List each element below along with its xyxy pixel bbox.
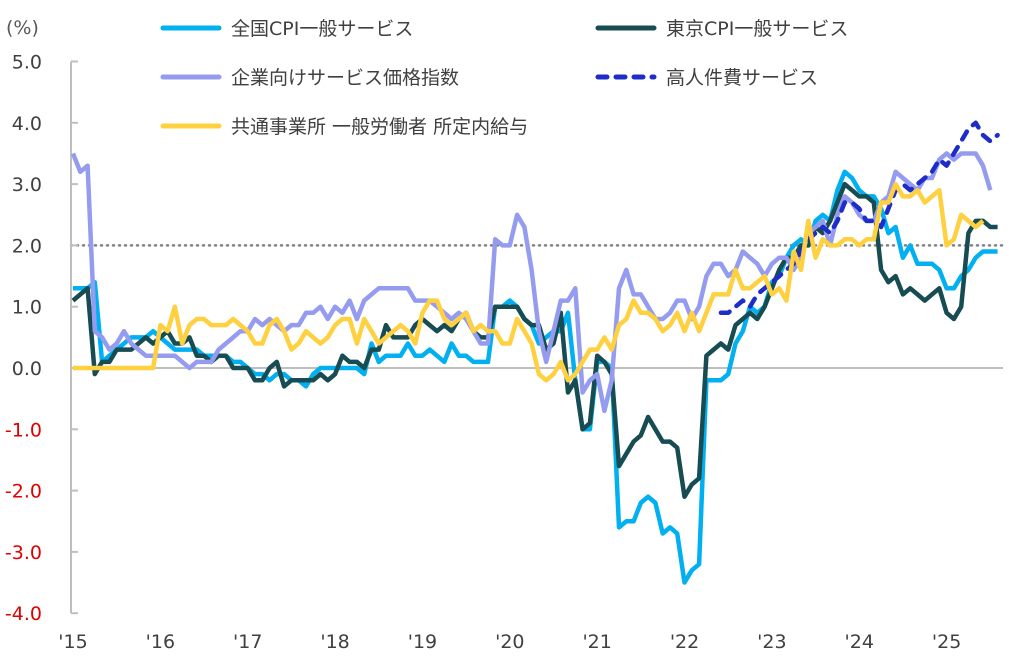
y-axis: 5.0 4.0 3.0 2.0 1.0 0.0 -1.0 -2.0 -3.0 -4.0 <box>5 52 78 625</box>
legend-item-3: 高人件費サービス <box>595 67 818 89</box>
legend-label: 東京CPI一般サービス <box>666 18 848 40</box>
y-tick-label: 2.0 <box>12 235 42 257</box>
y-tick-label: 3.0 <box>12 174 42 196</box>
legend-label: 全国CPI一般サービス <box>231 18 413 40</box>
x-tick-label: '25 <box>932 631 961 652</box>
x-tick-label: '19 <box>408 631 437 652</box>
x-tick-label: '16 <box>146 631 175 652</box>
x-tick-label: '23 <box>757 631 786 652</box>
legend-label: 共通事業所 一般労働者 所定内給与 <box>231 116 528 138</box>
legend-item-2: 企業向けサービス価格指数 <box>160 67 459 89</box>
series-line-4 <box>73 181 985 383</box>
y-tick-label: 0.0 <box>12 358 42 380</box>
y-tick-label: -3.0 <box>5 542 42 564</box>
x-axis: '15 '16 '17 '18 '19 '20 '21 '22 '23 '24 '25 <box>58 631 961 653</box>
legend-item-1: 東京CPI一般サービス <box>595 18 848 40</box>
legend-item-0: 全国CPI一般サービス <box>160 18 413 40</box>
y-tick-label: -2.0 <box>5 481 42 503</box>
y-tick-label: 5.0 <box>12 52 42 74</box>
x-tick-label: '18 <box>320 631 349 652</box>
legend-label: 企業向けサービス価格指数 <box>231 67 459 89</box>
x-tick-label: '24 <box>845 631 874 652</box>
x-tick-label: '15 <box>58 631 87 652</box>
x-tick-label: '22 <box>670 631 699 652</box>
y-tick-label: 4.0 <box>12 113 42 135</box>
x-tick-label: '21 <box>582 631 611 652</box>
y-tick-label: -1.0 <box>5 419 42 441</box>
y-tick-label: -4.0 <box>5 603 42 625</box>
legend-label: 高人件費サービス <box>666 67 818 89</box>
x-tick-label: '20 <box>495 631 524 652</box>
series-line-1 <box>71 181 998 499</box>
legend-item-4: 共通事業所 一般労働者 所定内給与 <box>160 116 528 138</box>
series-line-2 <box>70 151 993 414</box>
series-line-0 <box>73 169 998 585</box>
series-lines <box>70 120 1000 585</box>
unit-label: (%) <box>6 17 39 39</box>
x-tick-label: '17 <box>233 631 262 652</box>
y-tick-label: 1.0 <box>12 297 42 319</box>
